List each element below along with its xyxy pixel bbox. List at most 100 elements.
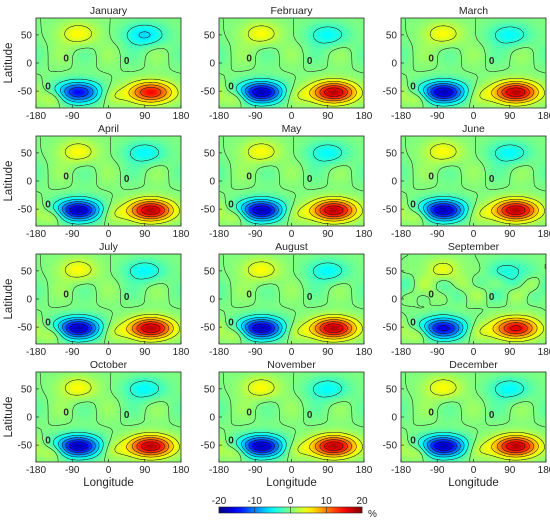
contour-label: 0 — [228, 436, 234, 447]
contour-label: 0 — [489, 292, 495, 303]
contour-lines — [401, 254, 546, 344]
y-tick-label: 0 — [391, 59, 397, 70]
contour-level-15 — [324, 205, 344, 215]
colorbar-tick-label: -10 — [248, 496, 263, 507]
contour-level-6 — [126, 435, 174, 458]
x-tick-label: 90 — [504, 111, 516, 122]
contour-label: 0 — [410, 436, 416, 447]
contour-level-3 — [429, 143, 545, 225]
x-tick-label: 0 — [289, 111, 295, 122]
contour-level-15 — [324, 441, 344, 451]
contour-lines — [219, 18, 364, 108]
contour-level-3 — [433, 262, 544, 342]
y-tick-label: -50 — [383, 87, 398, 98]
y-tick-label: 50 — [204, 30, 216, 41]
contour-label: 0 — [489, 174, 495, 185]
y-tick-label: 50 — [386, 384, 398, 395]
y-tick-label: 0 — [391, 295, 397, 306]
contour-lines — [36, 18, 181, 108]
contour-label: 0 — [63, 53, 69, 64]
contour-level-m6 — [424, 317, 464, 339]
contour-level-15 — [506, 205, 526, 215]
panel-november: 0 0 0 November -180 -90 0 90 180 50 0 -50 Longitude — [201, 359, 373, 489]
y-tick-label: 0 — [209, 59, 215, 70]
panel-february: 0 0 0 February -180 -90 0 90 180 50 0 -50 — [201, 5, 373, 122]
colorbar-tick-label: 10 — [321, 496, 333, 507]
x-tick-label: 0 — [289, 229, 295, 240]
contour-label: 0 — [45, 82, 51, 93]
x-axis-label: Longitude — [448, 477, 499, 489]
y-tick-label: -50 — [18, 441, 33, 452]
contour-level-m15 — [252, 205, 271, 215]
contour-label: 0 — [45, 436, 51, 447]
contour-level-m3 — [417, 144, 525, 225]
contour-level-m6 — [241, 81, 283, 104]
contour-level-m6 — [241, 199, 283, 222]
contour-label: 0 — [410, 200, 416, 211]
contour-level-0 — [36, 136, 181, 226]
contour-level-6 — [492, 317, 538, 339]
x-tick-label: 180 — [538, 229, 550, 240]
contour-level-9 — [134, 84, 167, 100]
contour-label: 0 — [45, 200, 51, 211]
x-tick-label: -180 — [26, 229, 46, 240]
field-image — [36, 372, 181, 462]
x-tick-label: 0 — [106, 229, 112, 240]
panel-title: November — [267, 359, 316, 371]
contour-level-9 — [132, 437, 170, 456]
panel-title: December — [449, 359, 498, 371]
contour-level-15 — [141, 441, 161, 451]
contour-level-9 — [498, 320, 533, 337]
x-axis-label: Longitude — [83, 477, 134, 489]
y-axis-label: Latitude — [3, 397, 15, 438]
contour-level-12 — [136, 439, 165, 454]
x-tick-label: -180 — [209, 465, 229, 476]
contour-level-9 — [132, 319, 170, 338]
contour-lines — [219, 372, 364, 462]
contour-level-0 — [401, 136, 546, 226]
field-image — [219, 136, 364, 226]
contour-level-9 — [497, 83, 535, 102]
y-tick-label: 50 — [204, 148, 216, 159]
contour-level-m9 — [245, 437, 279, 456]
contour-level-m12 — [430, 85, 457, 100]
x-tick-label: -180 — [209, 229, 229, 240]
contour-label: 0 — [228, 200, 234, 211]
y-axis-label: Latitude — [3, 161, 15, 202]
contour-label: 0 — [246, 171, 252, 182]
x-tick-label: 90 — [504, 229, 516, 240]
panel-june: 0 0 0 June -180 -90 0 90 180 50 0 -50 — [383, 123, 550, 240]
contour-level-m15 — [69, 205, 88, 215]
x-tick-label: 90 — [322, 347, 334, 358]
contour-level-m15 — [252, 87, 271, 97]
contour-label: 0 — [410, 318, 416, 329]
contour-level-15 — [324, 87, 344, 97]
y-tick-label: 0 — [391, 413, 397, 424]
contour-label: 0 — [428, 53, 434, 64]
y-tick-label: 50 — [386, 30, 398, 41]
y-tick-label: 50 — [21, 148, 33, 159]
x-tick-label: -90 — [430, 465, 445, 476]
contour-level-m9 — [62, 437, 96, 456]
y-tick-label: 50 — [386, 266, 398, 277]
y-tick-label: 0 — [209, 413, 215, 424]
contour-level-m9 — [427, 201, 461, 220]
y-tick-label: -50 — [201, 87, 216, 98]
contour-level-3 — [247, 261, 363, 343]
x-tick-label: -180 — [391, 111, 411, 122]
contour-level-6 — [126, 199, 174, 222]
contour-level-m15 — [434, 441, 453, 451]
panel-title: May — [282, 123, 303, 135]
y-tick-label: -50 — [201, 441, 216, 452]
contour-level-3 — [429, 25, 545, 107]
x-tick-label: 90 — [139, 111, 151, 122]
field-image — [36, 136, 181, 226]
contour-lines — [401, 136, 546, 226]
field-image — [219, 18, 364, 108]
contour-level-m3 — [235, 26, 343, 107]
contour-level-m3 — [235, 380, 343, 461]
colorbar: -20 -10 0 10 20% — [212, 496, 377, 520]
